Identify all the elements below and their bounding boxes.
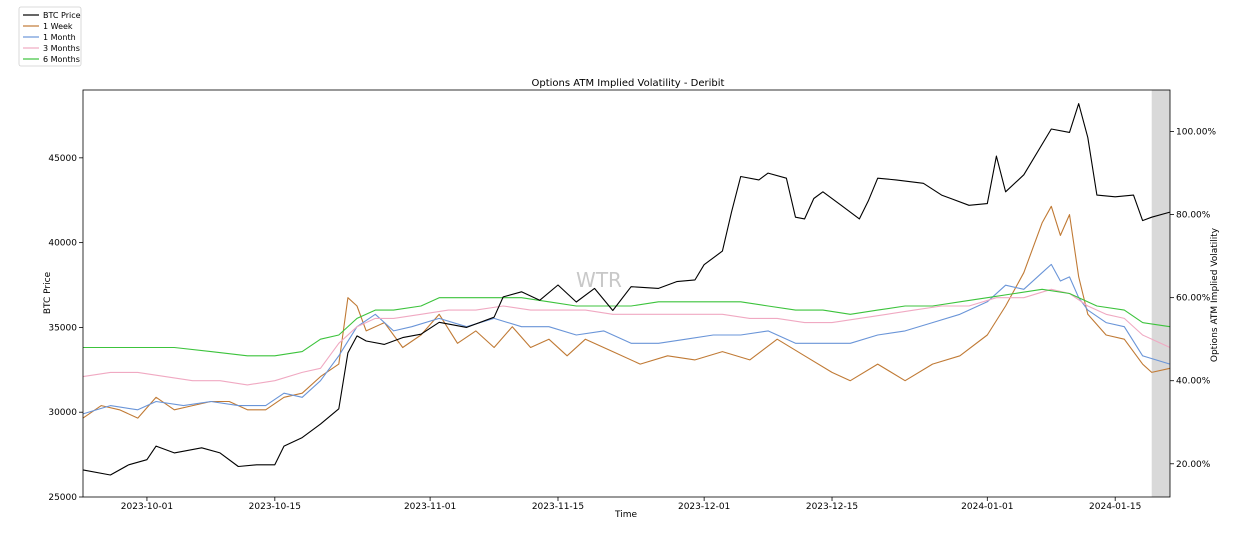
plot-area: WTR <box>82 89 1171 498</box>
series-line-btc-price <box>82 103 1171 476</box>
x-tick-label: 2023-11-15 <box>532 502 584 512</box>
y-axis-right: 20.00% 40.00% 60.00% 80.00% 100.00% <box>1170 128 1216 470</box>
y-left-tick-label: 35000 <box>48 323 77 333</box>
series-line-3-months <box>82 288 1171 386</box>
highlight-region <box>1151 90 1170 497</box>
legend-label: BTC Price <box>43 11 81 20</box>
x-tick-label: 2024-01-01 <box>961 502 1013 512</box>
watermark: WTR <box>576 268 622 292</box>
y-left-tick-label: 30000 <box>48 408 77 418</box>
y-left-tick-label: 25000 <box>48 493 77 503</box>
y-right-tick-label: 40.00% <box>1176 377 1211 387</box>
x-tick-label: 2023-12-01 <box>678 502 730 512</box>
series-line-1-week <box>82 205 1171 419</box>
x-axis: 2023-10-01 2023-10-15 2023-11-01 2023-11-15… <box>121 497 1141 512</box>
legend-frame <box>18 6 82 67</box>
chart-title: Options ATM Implied Volatility - Deribit <box>532 78 725 89</box>
x-tick-label: 2023-11-01 <box>404 502 456 512</box>
x-tick-label: 2024-01-15 <box>1089 502 1141 512</box>
y-left-tick-label: 40000 <box>48 239 77 249</box>
y-right-tick-label: 80.00% <box>1176 211 1211 221</box>
legend-label: 1 Month <box>43 33 76 42</box>
legend-label: 1 Week <box>43 22 73 31</box>
x-tick-label: 2023-10-01 <box>121 502 173 512</box>
y-right-tick-label: 20.00% <box>1176 460 1211 470</box>
x-tick-label: 2023-12-15 <box>806 502 858 512</box>
y-axis-right-label: Options ATM Implied Volatility <box>1210 227 1220 362</box>
y-left-tick-label: 45000 <box>48 154 77 164</box>
legend-label: 6 Months <box>43 55 80 64</box>
y-axis-left: 25000 30000 35000 40000 45000 <box>48 154 83 503</box>
x-axis-label: Time <box>614 510 637 520</box>
y-right-tick-label: 60.00% <box>1176 294 1211 304</box>
legend: BTC Price 1 Week 1 Month 3 Months 6 Months <box>18 6 82 67</box>
plot-frame <box>82 89 1171 498</box>
x-tick-label: 2023-10-15 <box>249 502 301 512</box>
series-line-6-months <box>83 288 1171 357</box>
y-right-tick-label: 100.00% <box>1176 128 1216 138</box>
y-axis-left-label: BTC Price <box>43 271 53 314</box>
legend-label: 3 Months <box>43 44 80 53</box>
series-line-1-month <box>82 263 1171 415</box>
